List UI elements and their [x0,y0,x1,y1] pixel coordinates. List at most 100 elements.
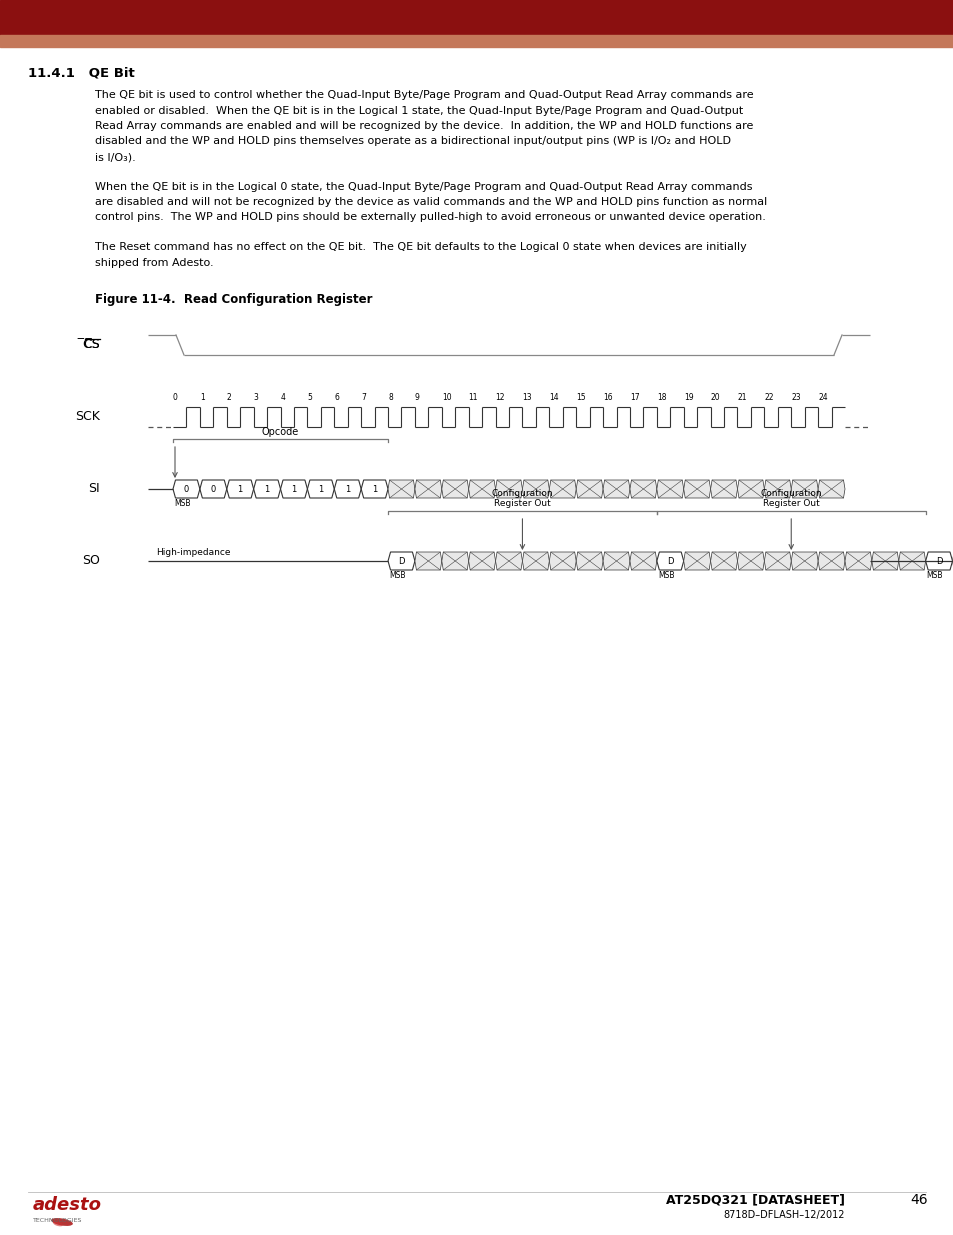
Text: 13: 13 [522,393,532,403]
Polygon shape [576,480,602,498]
Text: CS: CS [83,338,100,352]
Text: 4: 4 [280,393,285,403]
Polygon shape [522,480,549,498]
Text: SCK: SCK [75,410,100,424]
Bar [0,35,953,47]
Text: 17: 17 [629,393,639,403]
Text: ̅C̅S: ̅C̅S [83,338,100,352]
Text: 19: 19 [683,393,693,403]
Text: 9: 9 [415,393,419,403]
Text: The Reset command has no effect on the QE bit.  The QE bit defaults to the Logic: The Reset command has no effect on the Q… [95,242,746,252]
Polygon shape [522,552,549,571]
Polygon shape [495,552,522,571]
Text: 2: 2 [227,393,232,403]
Text: enabled or disabled.  When the QE bit is in the Logical 1 state, the Quad-Input : enabled or disabled. When the QE bit is … [95,105,742,116]
Text: When the QE bit is in the Logical 0 state, the Quad-Input Byte/Page Program and : When the QE bit is in the Logical 0 stat… [95,182,752,191]
Polygon shape [818,552,844,571]
Text: are disabled and will not be recognized by the device as valid commands and the : are disabled and will not be recognized … [95,198,766,207]
Polygon shape [629,480,657,498]
Polygon shape [737,552,763,571]
Text: 18: 18 [657,393,665,403]
Polygon shape [818,480,844,498]
Polygon shape [710,480,737,498]
Polygon shape [763,480,790,498]
Text: control pins.  The WP and HOLD pins should be externally pulled-high to avoid er: control pins. The WP and HOLD pins shoul… [95,212,765,222]
Polygon shape [415,480,441,498]
Text: 0: 0 [172,393,177,403]
Text: 1: 1 [318,484,323,494]
Polygon shape [629,552,657,571]
Text: disabled and the WP and HOLD pins themselves operate as a bidirectional input/ou: disabled and the WP and HOLD pins themse… [95,137,730,147]
Text: MSB: MSB [658,571,674,580]
Text: High-impedance: High-impedance [156,548,231,557]
Text: Figure 11-4.  Read Configuration Register: Figure 11-4. Read Configuration Register [95,293,372,306]
Ellipse shape [53,1221,63,1226]
Text: 0: 0 [184,484,189,494]
Text: 1: 1 [345,484,350,494]
Text: 21: 21 [737,393,746,403]
Text: 1: 1 [200,393,204,403]
Bar [0,0,953,35]
Text: TECHNOLOGIES: TECHNOLOGIES [33,1218,82,1223]
Text: D: D [397,557,404,566]
Text: 1: 1 [291,484,296,494]
Polygon shape [602,552,629,571]
Text: The QE bit is used to control whether the Quad-Input Byte/Page Program and Quad-: The QE bit is used to control whether th… [95,90,753,100]
Text: 5: 5 [307,393,312,403]
Polygon shape [710,552,737,571]
Text: 6: 6 [334,393,339,403]
Text: 7: 7 [361,393,366,403]
Text: 3: 3 [253,393,258,403]
Polygon shape [898,552,924,571]
Text: is I/O₃).: is I/O₃). [95,152,135,162]
Text: Read Array commands are enabled and will be recognized by the device.  In additi: Read Array commands are enabled and will… [95,121,753,131]
Text: adesto: adesto [33,1195,102,1214]
Polygon shape [763,552,790,571]
Text: 12: 12 [495,393,504,403]
Text: 0: 0 [211,484,215,494]
Text: 8: 8 [388,393,393,403]
Polygon shape [415,552,441,571]
Ellipse shape [51,1218,72,1226]
Polygon shape [602,480,629,498]
Polygon shape [871,552,898,571]
Text: D: D [935,557,942,566]
Text: MSB: MSB [173,499,191,508]
Text: 14: 14 [549,393,558,403]
Polygon shape [576,552,602,571]
Text: 23: 23 [790,393,800,403]
Polygon shape [790,480,818,498]
Text: 46: 46 [909,1193,927,1207]
Polygon shape [388,480,415,498]
Text: MSB: MSB [925,571,943,580]
Text: 1: 1 [237,484,243,494]
Polygon shape [951,552,953,571]
Polygon shape [549,552,576,571]
Text: 15: 15 [576,393,585,403]
Text: 20: 20 [710,393,720,403]
Text: Opcode: Opcode [262,427,299,437]
Text: SI: SI [89,483,100,495]
Text: 16: 16 [602,393,612,403]
Polygon shape [441,552,468,571]
Polygon shape [844,552,871,571]
Text: shipped from Adesto.: shipped from Adesto. [95,258,213,268]
Polygon shape [790,552,818,571]
Polygon shape [441,480,468,498]
Polygon shape [683,480,710,498]
Polygon shape [683,552,710,571]
Text: 11: 11 [468,393,477,403]
Text: 10: 10 [441,393,451,403]
Polygon shape [468,552,495,571]
Polygon shape [737,480,763,498]
Text: MSB: MSB [389,571,405,580]
Text: 24: 24 [818,393,827,403]
Text: 11.4.1   QE Bit: 11.4.1 QE Bit [28,67,134,80]
Text: D: D [666,557,673,566]
Text: 1: 1 [372,484,376,494]
Polygon shape [657,480,683,498]
Text: Configuration
Register Out: Configuration Register Out [760,489,821,508]
Text: SO: SO [82,555,100,568]
Polygon shape [495,480,522,498]
Text: Configuration
Register Out: Configuration Register Out [491,489,553,508]
